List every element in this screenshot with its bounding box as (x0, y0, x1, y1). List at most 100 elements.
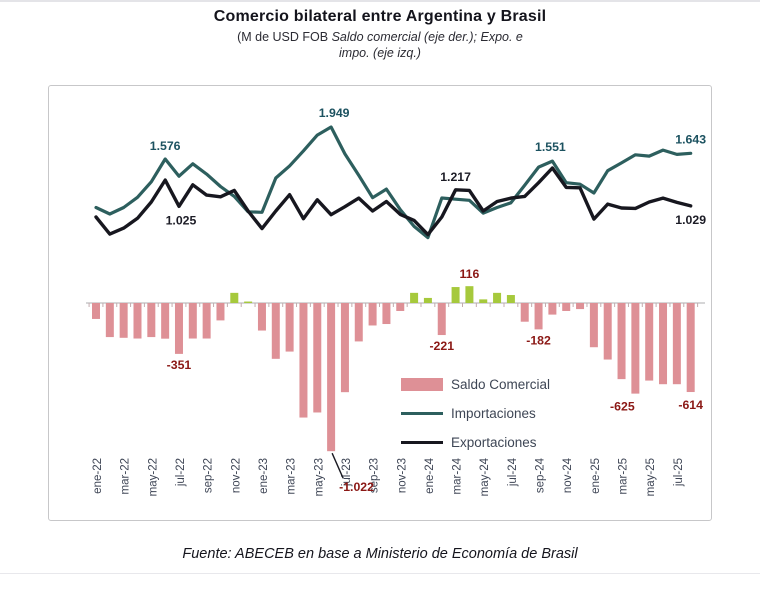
saldo-bar (244, 301, 253, 303)
subtitle-axes-note-2: impo. (eje izq.) (339, 46, 421, 60)
legend-label-exportaciones: Exportaciones (451, 435, 537, 450)
legend-item-saldo: Saldo Comercial (401, 370, 550, 399)
data-label: 1.025 (166, 213, 197, 227)
saldo-bar (659, 303, 668, 385)
legend-item-importaciones: Importaciones (401, 399, 550, 428)
saldo-bar (105, 303, 114, 338)
data-label: -351 (167, 358, 192, 372)
legend-label-importaciones: Importaciones (451, 406, 536, 421)
saldo-bar (686, 303, 695, 393)
data-label: -625 (610, 400, 635, 414)
data-label: 116 (459, 267, 479, 281)
legend-label-saldo: Saldo Comercial (451, 377, 551, 392)
x-axis-label: may-23 (313, 458, 325, 496)
saldo-bar (119, 303, 128, 338)
data-label: 1.643 (675, 132, 706, 146)
chart-subtitle: (M de USD FOB Saldo comercial (eje der.)… (0, 29, 760, 61)
x-axis-label: mar-23 (286, 458, 298, 494)
saldo-bar (340, 303, 349, 393)
chart-legend: Saldo Comercial Importaciones Exportacio… (401, 370, 550, 457)
saldo-bar (313, 303, 322, 413)
saldo-bar (174, 303, 183, 354)
data-label: 1.029 (675, 213, 706, 227)
saldo-bar (230, 292, 239, 303)
saldo-bar (327, 303, 336, 452)
chart-plot-area: ene-22 mar-22 may-22 jul-22 sep-22 nov-22 ene-… (48, 85, 712, 521)
x-axis-label: jul-22 (175, 458, 187, 487)
chart-header: Comercio bilateral entre Argentina y Bra… (0, 8, 760, 61)
saldo-bar (216, 303, 225, 321)
saldo-bar (672, 303, 681, 385)
x-axis-label: nov-22 (230, 458, 242, 493)
callout-line (331, 452, 344, 479)
x-axis-label: mar-25 (618, 458, 630, 494)
chart-title: Comercio bilateral entre Argentina y Bra… (213, 8, 547, 25)
x-axis-label: sep-23 (369, 458, 381, 493)
page-top-border (0, 0, 760, 2)
saldo-bar (92, 303, 100, 319)
saldo-bar (520, 303, 529, 322)
saldo-bar (437, 303, 446, 336)
x-axis-label: may-24 (479, 457, 491, 496)
x-axis-label: ene-24 (424, 457, 436, 493)
saldo-bar (396, 303, 405, 311)
x-axis-label: ene-25 (590, 458, 602, 494)
x-axis-label: may-25 (645, 458, 657, 496)
saldo-bar (506, 295, 515, 303)
x-axis-label: mar-24 (452, 457, 464, 494)
x-axis-label: jul-24 (507, 457, 519, 487)
combo-chart-canvas: ene-22 mar-22 may-22 jul-22 sep-22 nov-22 ene-… (86, 106, 706, 496)
saldo-bar (161, 303, 170, 339)
data-label: -182 (526, 333, 551, 347)
saldo-bar (465, 286, 474, 303)
subtitle-axes-note-1: Saldo comercial (eje der.); Expo. e (331, 30, 523, 44)
saldo-bar (188, 303, 197, 339)
saldo-bar (423, 297, 432, 303)
callout-label: -1.022 (339, 480, 374, 494)
saldo-bar (202, 303, 211, 339)
saldo-bar (382, 303, 391, 325)
x-axis-label: nov-23 (396, 458, 408, 493)
saldo-bar (479, 299, 488, 303)
importaciones-line (94, 125, 693, 240)
saldo-bar (354, 303, 363, 342)
x-axis-label: sep-24 (535, 457, 547, 493)
x-axis-label: jul-23 (341, 458, 353, 487)
legend-item-exportaciones: Exportaciones (401, 428, 550, 457)
data-label: 1.551 (535, 140, 566, 154)
x-axis-label: sep-22 (203, 458, 215, 493)
subtitle-units: (M de USD FOB (237, 30, 332, 44)
exportaciones-line (94, 166, 693, 237)
saldo-bar (257, 303, 266, 331)
saldo-bar (410, 292, 419, 303)
data-label: -614 (678, 398, 703, 412)
source-note: Fuente: ABECEB en base a Ministerio de E… (182, 546, 578, 562)
data-label: 1.949 (319, 106, 350, 120)
x-axis-label: mar-22 (120, 458, 132, 494)
x-axis-label: jul-25 (673, 458, 685, 487)
saldo-bar (451, 287, 460, 303)
saldo-bar (603, 303, 612, 360)
saldo-bar (576, 303, 585, 310)
saldo-bar (493, 292, 502, 303)
x-axis-label: nov-24 (562, 457, 574, 493)
saldo-bar (133, 303, 142, 339)
data-label: -221 (429, 339, 454, 353)
saldo-bar (562, 303, 571, 311)
saldo-bar (645, 303, 654, 381)
exportaciones-line-swatch-icon (401, 440, 443, 445)
saldo-bar (548, 303, 557, 315)
importaciones-line-swatch-icon (401, 411, 443, 416)
saldo-bar-swatch-icon (401, 378, 443, 391)
saldo-bar (147, 303, 156, 338)
saldo-bar (271, 303, 280, 359)
bottom-divider (0, 573, 760, 574)
data-label: 1.217 (440, 170, 471, 184)
data-label: 1.576 (150, 139, 181, 153)
saldo-bar (299, 303, 308, 418)
saldo-bar (631, 303, 640, 394)
x-axis-label: ene-22 (92, 458, 104, 494)
saldo-bar (285, 303, 294, 352)
saldo-bar (534, 303, 543, 330)
